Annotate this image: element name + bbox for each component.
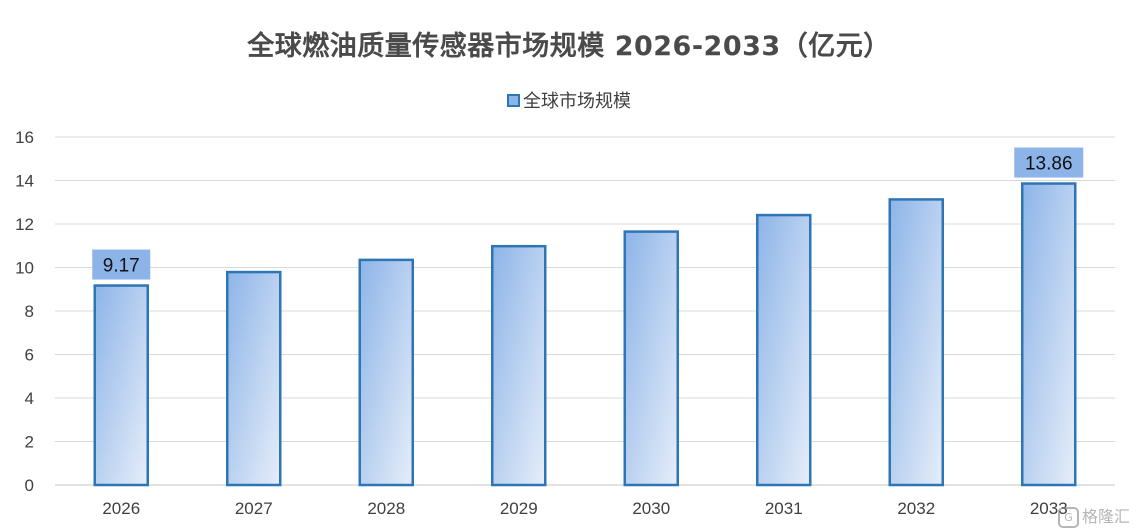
bar-2032 (888, 198, 944, 487)
watermark: G 格隆汇 (1057, 503, 1130, 528)
bar-2029 (491, 244, 547, 487)
x-tick-label: 2027 (235, 499, 273, 518)
y-tick-label: 4 (25, 389, 34, 408)
y-tick-label: 14 (15, 172, 34, 191)
y-tick-label: 0 (25, 476, 34, 495)
gridlines (55, 136, 1115, 486)
data-label-2026: 9.17 (103, 256, 140, 277)
y-tick-label: 12 (15, 215, 34, 234)
y-axis-ticks: 0 2 4 6 8 10 12 14 16 (15, 128, 34, 495)
y-tick-label: 6 (25, 346, 34, 365)
bar-2030 (623, 230, 679, 487)
x-axis-ticks: 2026 2027 2028 2029 2030 2031 2032 2033 (102, 499, 1067, 518)
legend-label: 全球市场规模 (523, 91, 631, 112)
y-tick-label: 8 (25, 302, 34, 321)
y-tick-label: 2 (25, 433, 34, 452)
data-label-bg (1014, 147, 1084, 178)
bar-2033 (1021, 182, 1077, 487)
x-tick-label: 2032 (897, 499, 935, 518)
bar-2028 (358, 258, 414, 487)
data-labels: 9.17 13.86 (92, 147, 1084, 280)
data-label-2033: 13.86 (1025, 154, 1073, 175)
y-tick-label: 10 (15, 259, 34, 278)
watermark-text: 格隆汇 (1081, 507, 1130, 526)
bar-2027 (226, 270, 282, 487)
legend-swatch (507, 93, 520, 107)
chart-title: 全球燃油质量传感器市场规模 2026-2033（亿元） (247, 31, 891, 62)
bars (93, 182, 1077, 487)
x-tick-label: 2028 (367, 499, 405, 518)
x-tick-label: 2030 (632, 499, 670, 518)
bar-2026 (93, 284, 149, 487)
bar-2031 (756, 213, 812, 487)
x-tick-label: 2029 (500, 499, 538, 518)
x-tick-label: 2031 (765, 499, 803, 518)
gelonghui-logo-icon: G (1057, 507, 1079, 528)
data-label-bg (92, 249, 151, 280)
y-tick-label: 16 (15, 128, 34, 147)
chart-legend: 全球市场规模 (0, 87, 1138, 113)
x-tick-label: 2026 (102, 499, 140, 518)
